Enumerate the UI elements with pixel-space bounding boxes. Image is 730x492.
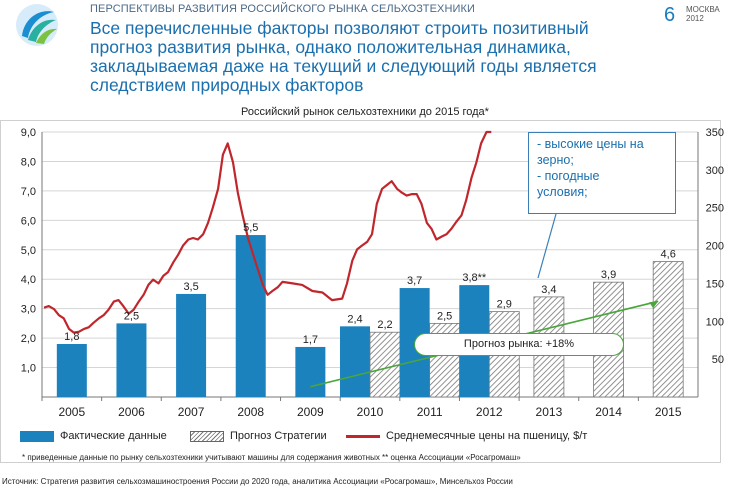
- callout-line: - погодные: [537, 169, 600, 183]
- y-left-tick-label: 3,0: [21, 304, 36, 316]
- callout-line: зерно;: [537, 153, 574, 167]
- legend-label: Среднемесячные цены на пшеницу, $/т: [386, 430, 588, 442]
- legend-item-actual: Фактические данные: [20, 430, 167, 442]
- annotation-callout: - высокие цены на зерно; - погодные усло…: [528, 132, 676, 214]
- x-tick-label: 2006: [118, 405, 145, 419]
- section-title: ПЕРСПЕКТИВЫ РАЗВИТИЯ РОССИЙСКОГО РЫНКА С…: [90, 3, 476, 15]
- y-left-tick-label: 6,0: [21, 215, 36, 227]
- bar-label: 3,4: [541, 284, 556, 296]
- y-right-tick-label: 100: [706, 316, 724, 328]
- forecast-label: Прогноз рынка: +18%: [414, 333, 624, 356]
- callout-line: - высокие цены на: [537, 137, 644, 151]
- y-right-tick-label: 250: [706, 203, 724, 215]
- city: МОСКВА: [686, 5, 720, 14]
- y-right-tick-label: 50: [712, 354, 724, 366]
- legend-swatch-hatch: [190, 430, 224, 442]
- x-tick-label: 2011: [417, 405, 443, 419]
- legend-swatch-bar: [20, 430, 54, 442]
- y-right-tick-label: 150: [706, 278, 724, 290]
- footnote: * приведенные данные по рынку сельхозтех…: [22, 453, 521, 462]
- x-tick-label: 2008: [237, 405, 264, 419]
- x-tick-label: 2007: [178, 405, 205, 419]
- chart-frame: [0, 120, 721, 463]
- callout-pointer: [537, 213, 557, 279]
- legend-label: Фактические данные: [60, 430, 167, 442]
- bar-actual: [340, 326, 370, 397]
- y-left-tick-label: 5,0: [21, 245, 36, 257]
- bar-actual: [235, 235, 266, 397]
- bar-label: 3,9: [601, 269, 616, 281]
- city-year: МОСКВА 2012: [686, 5, 720, 23]
- legend-swatch-line: [346, 434, 380, 438]
- y-left-tick-label: 4,0: [21, 274, 36, 286]
- x-tick-label: 2014: [595, 405, 622, 419]
- bar-actual: [56, 344, 87, 397]
- y-left-tick-label: 2,0: [21, 333, 36, 345]
- bar-label: 2,4: [347, 313, 362, 325]
- bar-label: 3,5: [183, 281, 198, 293]
- chart: 1,0 2,0 3,0 4,0 5,0 6,0 7,0 8,0 9,0 50 100 150 200 25…: [21, 127, 724, 419]
- y-right-tick-label: 350: [706, 127, 724, 139]
- x-tick-label: 2010: [357, 405, 384, 419]
- legend-item-forecast: Прогноз Стратегии: [190, 430, 327, 442]
- bar-actual: [295, 346, 326, 397]
- y-right-tick-label: 200: [706, 241, 724, 253]
- bar-label: 5,5: [243, 222, 258, 234]
- headline: Все перечисленные факторы позволяют стро…: [90, 19, 690, 95]
- headline-line: прогноз развития рынка, однако положител…: [90, 37, 571, 57]
- headline-line: Все перечисленные факторы позволяют стро…: [90, 18, 589, 38]
- bar-forecast: [652, 261, 684, 398]
- headline-line: закладываемая даже на текущий и следующи…: [90, 56, 597, 76]
- y-left-tick-label: 8,0: [21, 156, 36, 168]
- bar-label: 3,8**: [462, 272, 487, 284]
- legend-item-price: Среднемесячные цены на пшеницу, $/т: [346, 430, 587, 442]
- year: 2012: [686, 14, 704, 23]
- bar-actual: [176, 293, 207, 397]
- bar-label: 1,8: [64, 331, 79, 343]
- source-note: Источник: Стратегия развития сельхозмаши…: [2, 477, 513, 486]
- x-tick-label: 2013: [536, 405, 563, 419]
- x-tick-label: 2005: [58, 405, 85, 419]
- x-tick-label: 2015: [655, 405, 682, 419]
- x-tick-label: 2009: [297, 405, 324, 419]
- legend-label: Прогноз Стратегии: [230, 430, 327, 442]
- bar-label: 2,2: [377, 319, 392, 331]
- y-left-tick-label: 7,0: [21, 186, 36, 198]
- x-tick-label: 2012: [476, 405, 503, 419]
- y-left-tick-label: 9,0: [21, 127, 36, 139]
- trend-arrowhead: [649, 301, 659, 309]
- page-number: 6: [664, 4, 676, 26]
- bar-label: 1,7: [303, 334, 318, 346]
- bar-forecast: [369, 331, 401, 398]
- bar-label: 2,9: [497, 299, 512, 311]
- bar-label: 4,6: [661, 249, 676, 261]
- headline-line: следствием природных факторов: [90, 75, 364, 95]
- bar-label: 2,5: [124, 310, 139, 322]
- chart-title: Российский рынок сельхозтехники до 2015 …: [241, 106, 489, 118]
- bar-actual: [116, 323, 147, 397]
- y-right-tick-label: 300: [706, 165, 724, 177]
- price-line: [43, 130, 492, 334]
- bar-label: 2,5: [437, 310, 452, 322]
- y-left-tick-label: 1,0: [21, 363, 36, 375]
- callout-line: условия;: [537, 185, 588, 199]
- bar-label: 3,7: [407, 275, 422, 287]
- company-logo: [16, 4, 58, 46]
